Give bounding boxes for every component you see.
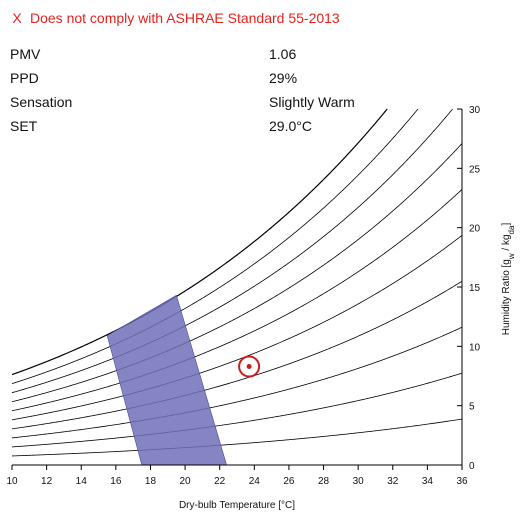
y-tick-label: 0 (469, 461, 475, 472)
x-tick-label: 30 (353, 476, 365, 487)
rh-curve-100 (11, 108, 388, 376)
rh-curve-60 (11, 189, 463, 412)
results-table: PMV 1.06 PPD 29% Sensation Slightly Warm… (10, 46, 410, 142)
x-tick-label: 28 (318, 476, 330, 487)
y-tick-label: 5 (469, 402, 475, 413)
chart-axes: 10 12 14 16 18 20 22 24 26 28 30 32 34 360 5 10 15 20 25 30 (6, 105, 480, 487)
x-axis-label: Dry-bulb Temperature [°C] (179, 500, 295, 511)
set-value: 29.0°C (269, 118, 312, 134)
rh-curve-90 (11, 108, 419, 385)
x-tick-label: 22 (214, 476, 226, 487)
rh-curve-40 (11, 280, 463, 430)
y-tick-label: 10 (469, 342, 481, 353)
result-row-set: SET 29.0°C (10, 118, 410, 142)
sensation-value: Slightly Warm (269, 94, 355, 110)
x-tick-label: 24 (249, 476, 261, 487)
x-tick-label: 14 (76, 476, 88, 487)
ppd-value: 29% (269, 70, 298, 86)
ppd-label: PPD (10, 70, 39, 86)
operating-point-dot (246, 364, 252, 370)
rh-curve-30 (11, 326, 463, 439)
y-tick-label: 30 (469, 105, 481, 116)
x-tick-label: 10 (6, 476, 18, 487)
pmv-label: PMV (10, 46, 41, 62)
sensation-label: Sensation (10, 94, 73, 110)
rh-curve-20 (11, 372, 463, 448)
result-row-pmv: PMV 1.06 (10, 46, 410, 70)
comfort-zone (106, 294, 228, 466)
operating-point-layer (238, 355, 261, 378)
y-tick-label: 15 (469, 283, 481, 294)
y-axis-label-sub-w: w (507, 253, 516, 260)
x-tick-label: 34 (422, 476, 434, 487)
y-axis-label-mid: / kg (501, 234, 512, 253)
x-tick-label: 12 (41, 476, 53, 487)
rh-curve-10 (11, 418, 463, 457)
compliance-status: X Does not comply with ASHRAE Standard 55… (10, 10, 340, 26)
pmv-value: 1.06 (269, 46, 297, 62)
rh-curve-50 (11, 235, 463, 421)
comfort-zone-layer (106, 294, 228, 466)
relative-humidity-curves (11, 108, 463, 457)
x-tick-label: 18 (145, 476, 157, 487)
result-row-sensation: Sensation Slightly Warm (10, 94, 410, 118)
rh-curve-70 (11, 143, 463, 403)
x-tick-label: 16 (110, 476, 122, 487)
set-label: SET (10, 118, 38, 134)
result-row-ppd: PPD 29% (10, 70, 410, 94)
x-icon: X (12, 10, 22, 26)
x-tick-label: 32 (387, 476, 399, 487)
x-tick-label: 36 (456, 476, 468, 487)
y-axis-label-end: ] (501, 223, 512, 226)
x-tick-label: 26 (283, 476, 295, 487)
y-tick-label: 25 (469, 164, 481, 175)
x-tick-label: 20 (180, 476, 192, 487)
compliance-message: Does not comply with ASHRAE Standard 55-… (30, 10, 340, 26)
y-tick-label: 20 (469, 224, 481, 235)
y-axis-label-sub-da: da (507, 225, 516, 234)
y-axis-label-main: Humidity Ratio [g (501, 259, 512, 335)
y-axis-label: Humidity Ratio [gw / kgda] (501, 223, 516, 336)
rh-curve-80 (11, 108, 453, 394)
